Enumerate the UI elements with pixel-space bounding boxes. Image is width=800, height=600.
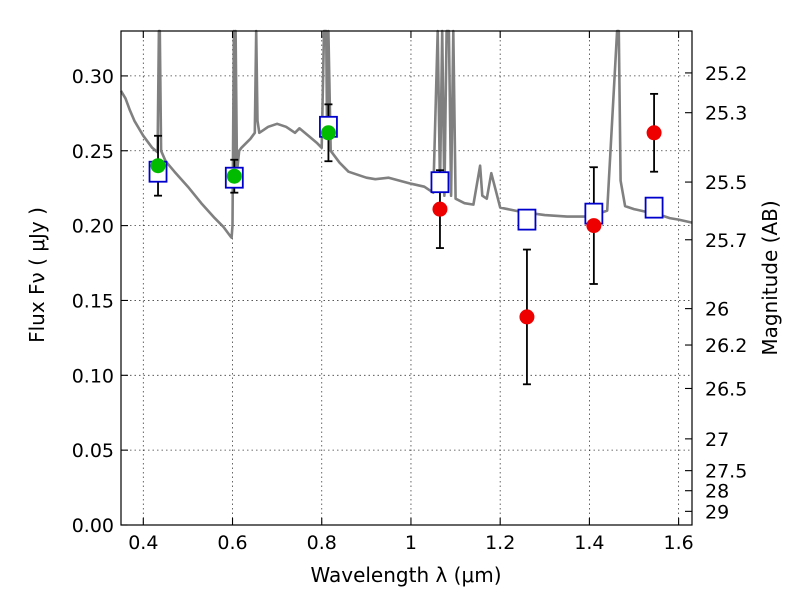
observed-flux-point: [646, 125, 662, 141]
model-flux-box: [644, 196, 664, 219]
y-tick-label: 0.30: [72, 66, 114, 88]
x-tick-labels: 0.4 0.6 0.8 1 1.2 1.4 1.6: [128, 532, 694, 554]
observed-flux-point: [432, 201, 448, 217]
x-axis-title: Wavelength λ (μm): [310, 563, 501, 587]
x-tick-label: 0.8: [307, 532, 337, 554]
model-flux-box: [517, 208, 537, 231]
magnitude-tick-label: 26.5: [705, 378, 747, 400]
observed-flux-point: [226, 168, 242, 184]
magnitude-tick-label: 27.5: [705, 461, 747, 483]
y-tick-label: 0.05: [72, 440, 114, 462]
magnitude-tick-label: 27: [705, 429, 729, 451]
spectrum-line: [119, 29, 693, 239]
y-axis-title: Flux Fν ( μJy ): [25, 207, 49, 343]
magnitude-tick-label: 29: [705, 501, 729, 523]
magnitude-axis-title: Magnitude (AB): [758, 200, 782, 355]
magnitude-tick-label: 25.5: [705, 172, 747, 194]
observed-flux-point: [586, 218, 602, 234]
data-point-layer: [150, 125, 662, 325]
magnitude-tick-label: 28: [705, 481, 729, 503]
error-bar-layer: [154, 92, 659, 386]
x-tick-label: 0.6: [217, 532, 247, 554]
tick-layer: [121, 31, 692, 526]
magnitude-tick-label: 26: [705, 299, 729, 321]
magnitude-tick-label: 25.7: [705, 230, 747, 252]
magnitude-tick-label: 25.3: [705, 103, 747, 125]
x-tick-label: 1.4: [574, 532, 604, 554]
y-tick-label: 0.20: [72, 216, 114, 238]
model-flux-box: [430, 171, 450, 194]
x-tick-label: 1.6: [664, 532, 694, 554]
x-tick-label: 0.4: [128, 532, 158, 554]
model-box-layer: [148, 115, 664, 231]
plot-frame: [120, 30, 693, 526]
y-tick-labels: 0.00 0.05 0.10 0.15 0.20 0.25 0.30: [72, 66, 114, 537]
grid-layer: [121, 31, 692, 525]
y-tick-label: 0.25: [72, 141, 114, 163]
magnitude-tick-label: 25.2: [705, 63, 747, 85]
y-tick-label: 0.10: [72, 365, 114, 387]
x-tick-label: 1: [405, 532, 417, 554]
observed-flux-point: [519, 309, 535, 325]
y-tick-label: 0.15: [72, 290, 114, 312]
y-tick-label: 0.00: [72, 515, 114, 537]
x-tick-label: 1.2: [485, 532, 515, 554]
observed-flux-point: [320, 125, 336, 141]
magnitude-tick-label: 26.2: [705, 335, 747, 357]
observed-flux-point: [150, 158, 166, 174]
